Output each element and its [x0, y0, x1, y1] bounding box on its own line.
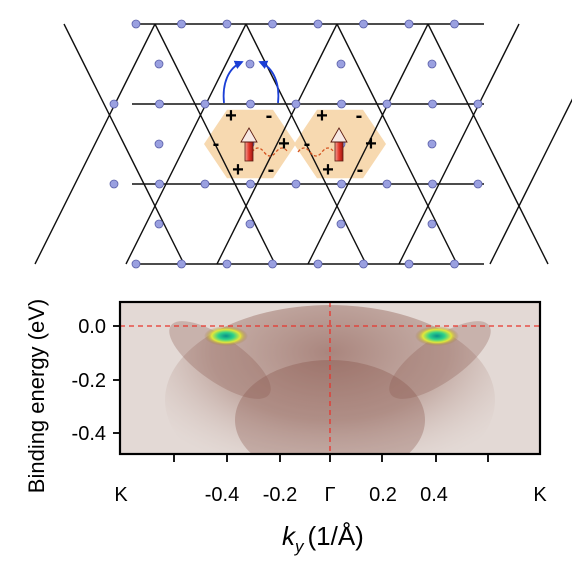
lattice-site — [428, 179, 437, 189]
x-axis-label-subscript: y — [294, 537, 305, 556]
charge-minus-sign: - — [268, 159, 275, 181]
charge-minus-sign: - — [357, 159, 364, 181]
charge-minus-sign: - — [304, 133, 311, 155]
hopping-arrow-right — [258, 60, 280, 104]
lattice-site — [245, 219, 255, 229]
lattice-site — [109, 179, 119, 189]
lattice-site — [382, 99, 392, 109]
band-edge-right — [389, 321, 491, 399]
x-tick-label: 0.4 — [420, 484, 448, 506]
y-axis-label: Binding energy (eV) — [24, 299, 49, 493]
x-tick-label: -0.4 — [205, 484, 239, 506]
lattice-site — [337, 179, 346, 189]
lattice-site — [222, 19, 232, 29]
charge-plus-sign: + — [316, 105, 328, 127]
y-axis-ticks — [113, 325, 120, 434]
lattice-site — [222, 259, 232, 269]
band-edge-left — [169, 321, 271, 399]
charge-plus-sign: + — [278, 133, 290, 155]
lattice-site — [404, 259, 414, 269]
arpes-spectrum-plot: 0.0 -0.2 -0.4 K -0.4 -0.2 Γ 0.2 0.4 K Bi… — [24, 299, 547, 556]
lattice-bond — [307, 23, 429, 265]
lattice-bond — [63, 23, 185, 265]
x-tick-label: K — [533, 484, 547, 506]
coupling-wave-right — [297, 147, 335, 157]
charge-plus-sign: + — [225, 105, 237, 127]
lattice-bond — [336, 23, 458, 265]
lattice-bond — [154, 23, 276, 265]
charge-plus-sign: + — [322, 159, 334, 181]
lattice-site — [337, 99, 346, 109]
fermi-hot-spot-left — [204, 326, 248, 346]
lattice-site — [245, 59, 255, 69]
lattice-site — [131, 19, 141, 29]
y-tick-label: 0.0 — [78, 316, 106, 338]
lattice-site — [200, 179, 210, 189]
lattice-site — [359, 19, 368, 29]
charge-plus-sign: + — [232, 159, 244, 181]
lattice-site — [336, 219, 346, 229]
lattice-site — [177, 259, 186, 269]
lattice-site — [291, 179, 301, 189]
lattice-site — [268, 259, 277, 269]
spin-arrow-left — [240, 127, 258, 162]
lattice-site — [268, 19, 277, 29]
lattice-site — [473, 99, 483, 109]
x-axis-label-k: k — [282, 521, 297, 551]
lattice-bond — [427, 23, 549, 265]
lattice-site — [109, 99, 119, 109]
kagome-lattice: + - - + + - + - - + + - — [34, 19, 572, 269]
lattice-site — [291, 99, 301, 109]
lattice-site — [359, 259, 368, 269]
lattice-site — [427, 219, 437, 229]
lattice-site — [404, 19, 414, 29]
coupling-wave-left — [251, 147, 289, 157]
charge-minus-sign: - — [356, 105, 363, 127]
spin-arrow-right — [330, 127, 348, 162]
lattice-site — [450, 19, 459, 29]
lattice-site — [427, 59, 437, 69]
lattice-site — [154, 139, 164, 149]
lattice-site — [428, 99, 437, 109]
charge-plus-sign: + — [365, 133, 377, 155]
fermi-hot-spot-right — [415, 326, 459, 346]
x-axis-label-units: (1/Å) — [308, 521, 364, 551]
lattice-site — [155, 179, 164, 189]
lattice-site — [450, 259, 459, 269]
x-axis-ticks — [173, 454, 489, 462]
lattice-site — [177, 19, 186, 29]
lattice-site — [427, 139, 437, 149]
lattice-bonds — [34, 23, 572, 265]
lattice-site — [155, 99, 164, 109]
lattice-site — [336, 59, 346, 69]
spectral-weight-core — [235, 360, 425, 454]
charge-minus-sign: - — [266, 105, 273, 127]
lattice-site — [382, 179, 392, 189]
lattice-site — [154, 219, 164, 229]
lattice-bond — [34, 23, 156, 265]
y-tick-label: -0.2 — [72, 370, 106, 392]
y-tick-label: -0.4 — [72, 423, 106, 445]
lattice-site — [131, 259, 141, 269]
x-tick-label: K — [114, 484, 128, 506]
lattice-bond — [489, 98, 572, 265]
lattice-site — [313, 19, 323, 29]
lattice-site — [313, 259, 323, 269]
charge-minus-sign: - — [213, 133, 220, 155]
hopping-arrow-left — [222, 60, 244, 104]
lattice-site — [200, 99, 210, 109]
lattice-bond — [216, 23, 338, 265]
lattice-site — [246, 179, 255, 189]
lattice-bond — [125, 23, 247, 265]
lattice-site — [154, 59, 164, 69]
lattice-site — [246, 99, 255, 109]
lattice-site — [473, 179, 483, 189]
lattice-bond — [398, 23, 520, 265]
x-tick-label: Γ — [324, 484, 335, 506]
x-tick-label: 0.2 — [369, 484, 397, 506]
x-tick-label: -0.2 — [263, 484, 297, 506]
x-axis-label: ky (1/Å) — [282, 521, 364, 556]
spectral-weight-band — [165, 305, 495, 454]
